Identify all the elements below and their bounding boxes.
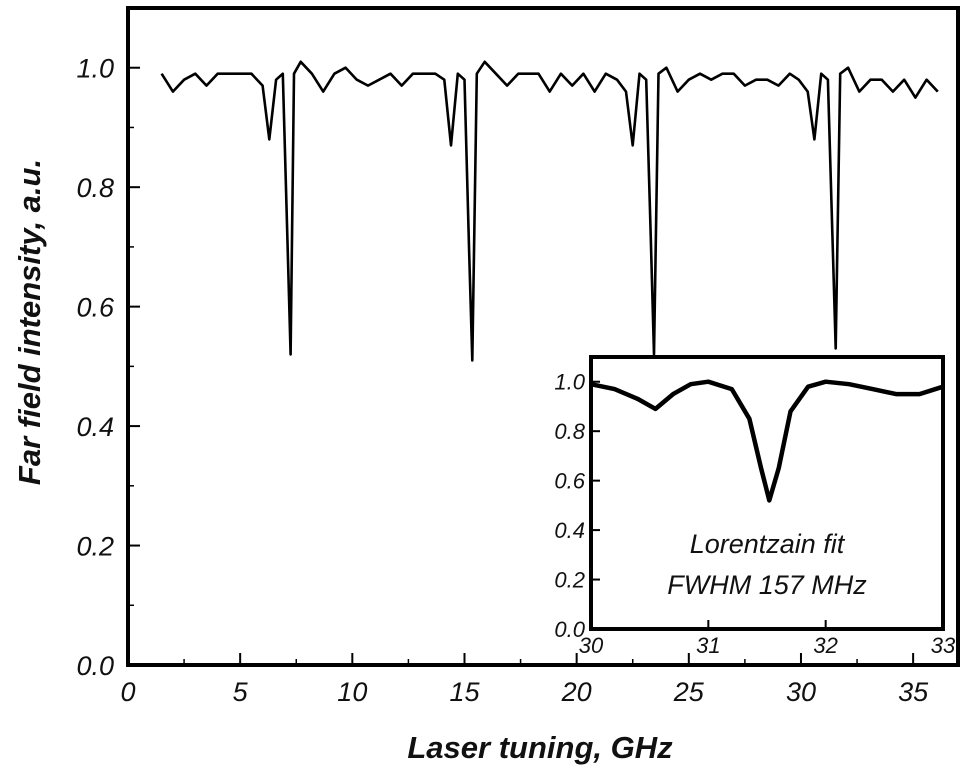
main-x-tick-label: 5 — [233, 677, 249, 707]
inset-y-tick-label: 0.2 — [554, 568, 585, 593]
inset-x-tick-label: 32 — [813, 633, 837, 658]
main-x-tick-label: 15 — [449, 677, 480, 707]
main-x-tick-label: 35 — [898, 677, 929, 707]
inset-x-tick-label: 33 — [931, 633, 956, 658]
inset-annotation-fwhm: FWHM 157 MHz — [667, 570, 867, 600]
inset-tick-labels: 30 31 32 33 0.0 0.2 0.4 0.6 0.8 1.0 — [554, 370, 956, 658]
main-plot-frame — [126, 6, 960, 667]
main-y-tick-label: 0.6 — [76, 293, 115, 323]
inset-y-tick-label: 0.8 — [554, 419, 585, 444]
inset-y-tick-label: 0.0 — [554, 617, 585, 642]
inset-y-tick-label: 0.4 — [554, 518, 585, 543]
main-x-tick-label: 10 — [337, 677, 367, 707]
main-y-tick-label: 1.0 — [76, 54, 114, 84]
inset-y-tick-label: 0.6 — [554, 469, 585, 494]
main-x-tick-label: 20 — [561, 677, 592, 707]
x-axis-title: Laser tuning, GHz — [407, 730, 673, 765]
main-series-line — [160, 60, 939, 362]
main-x-tick-label: 0 — [120, 677, 135, 707]
main-y-tick-label: 0.4 — [76, 412, 114, 442]
inset-annotation-fit: Lorentzain fit — [690, 529, 846, 559]
inset-plot-frame — [589, 355, 945, 631]
inset-x-tick-label: 30 — [579, 633, 604, 658]
y-axis-title: Far field intensity, a.u. — [12, 159, 47, 485]
main-y-tick-label: 0.8 — [76, 173, 114, 203]
inset-x-tick-label: 31 — [696, 633, 720, 658]
main-y-tick-label: 0.0 — [76, 651, 114, 681]
main-x-tick-label: 30 — [786, 677, 816, 707]
inset-series-line — [590, 379, 944, 503]
main-y-tick-label: 0.2 — [76, 532, 114, 562]
inset-y-tick-label: 1.0 — [554, 370, 585, 395]
main-x-tick-label: 25 — [673, 677, 705, 707]
main-ticks — [127, 66, 915, 666]
inset-ticks — [590, 380, 944, 630]
main-tick-labels: 0 5 10 15 20 25 30 35 0.0 0.2 0.4 0.6 0.8 1.0 — [76, 54, 929, 707]
